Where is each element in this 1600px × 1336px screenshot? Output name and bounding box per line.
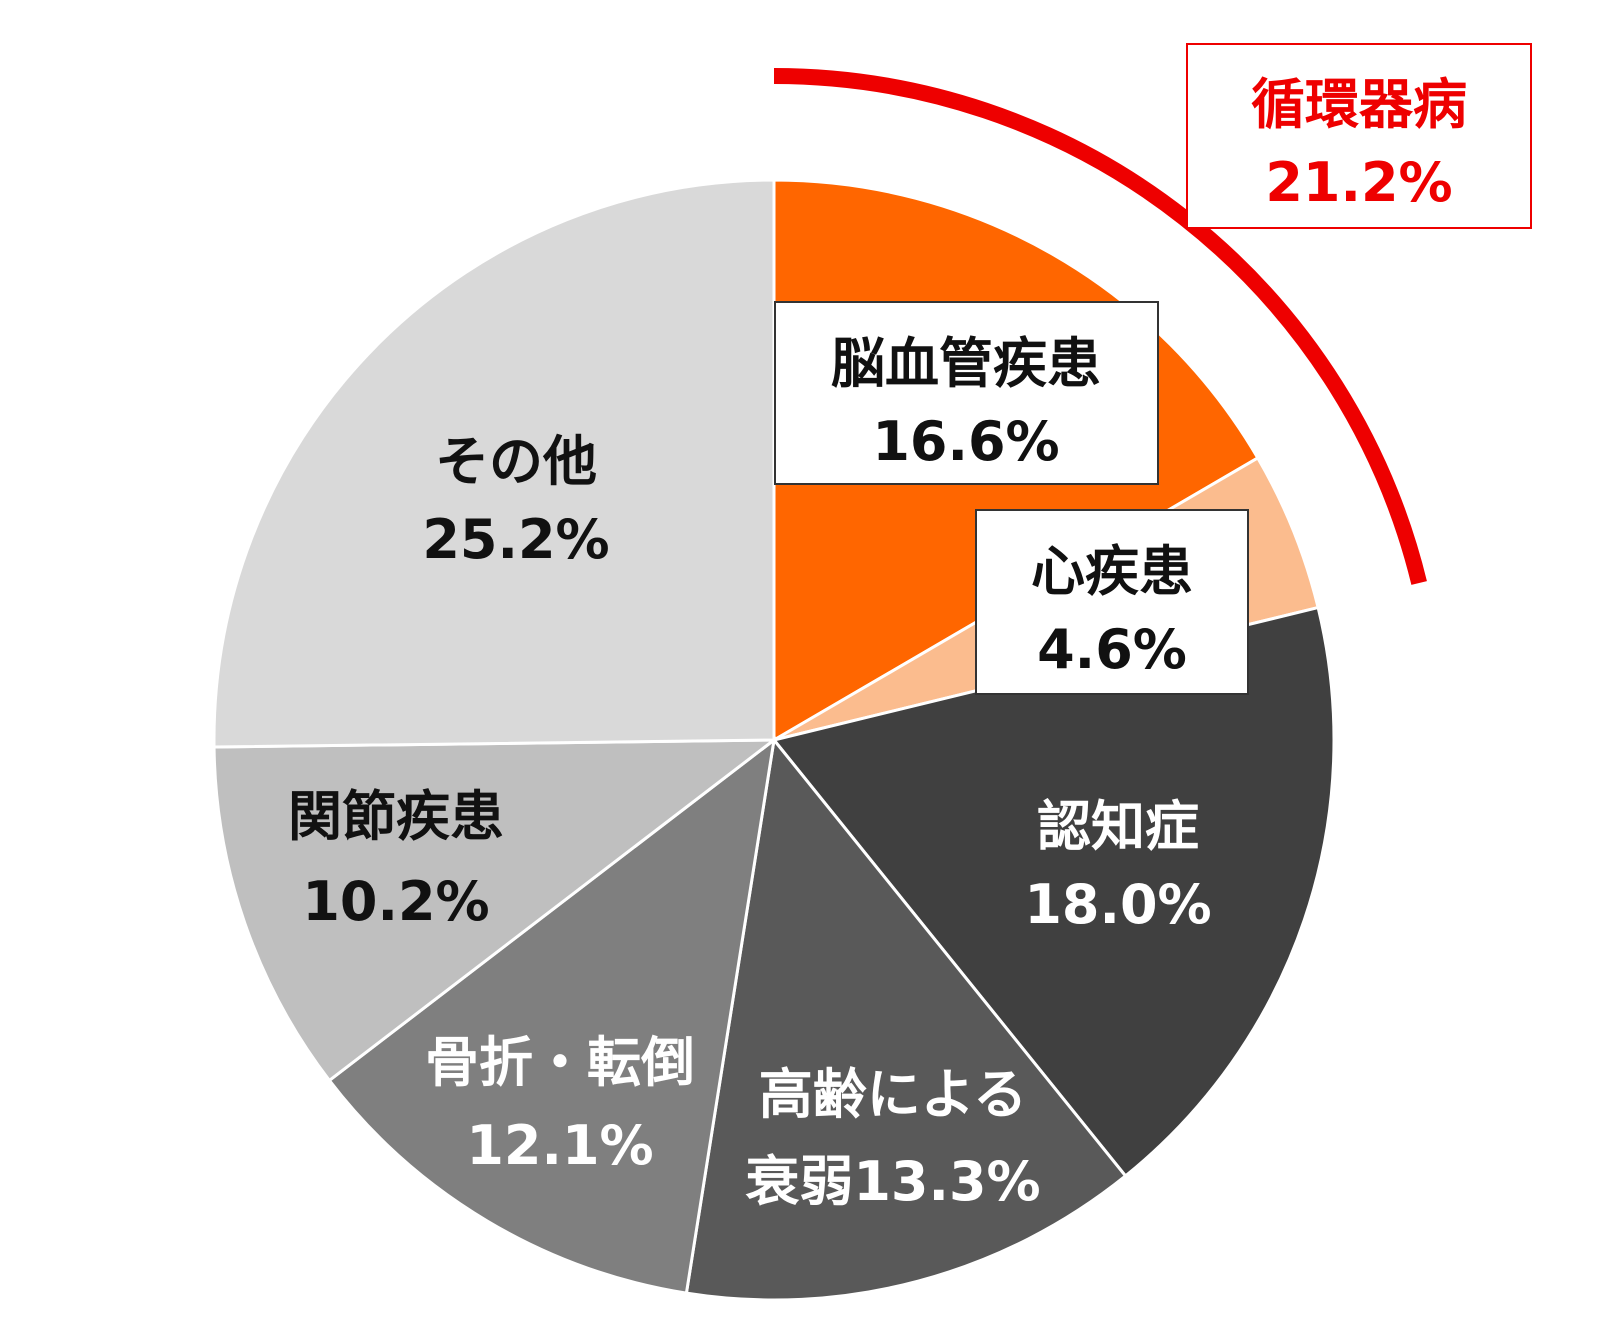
pie-slice-frailty (684, 736, 1128, 1302)
cerebrovascular-value: 16.6% (872, 410, 1059, 473)
heart-disease-name: 心疾患 (1031, 540, 1193, 603)
slice-label-dementia: 認知症 18.0% (1024, 795, 1211, 936)
frailty-name-line1: 高齢による (759, 1063, 1027, 1126)
cerebrovascular-name: 脳血管疾患 (831, 332, 1101, 395)
slice-label-other: その他 25.2% (422, 430, 609, 571)
other-name: その他 (435, 430, 597, 493)
slice-label-fracture: 骨折・転倒 12.1% (425, 1031, 695, 1177)
joint-disease-name: 関節疾患 (288, 785, 504, 848)
cerebrovascular-label-box (774, 301, 1159, 485)
pie-slice-joint-disease (212, 738, 779, 1083)
slice-label-heart-disease: 心疾患 4.6% (975, 509, 1249, 695)
circulatory-label-box (1186, 43, 1532, 229)
fracture-value: 12.1% (466, 1114, 653, 1177)
slice-label-frailty: 高齢による 衰弱13.3% (745, 1063, 1040, 1213)
pie-slices (212, 178, 1336, 1302)
slice-label-joint-disease: 関節疾患 10.2% (288, 785, 504, 933)
dementia-value: 18.0% (1024, 873, 1211, 936)
pie-slice-fracture (327, 736, 777, 1295)
dementia-name: 認知症 (1037, 795, 1199, 858)
circulatory-group-value: 21.2% (1265, 151, 1452, 214)
heart-disease-value: 4.6% (1037, 618, 1187, 681)
circulatory-group-name: 循環器病 (1251, 73, 1467, 136)
circulatory-group-label: 循環器病 21.2% (1186, 43, 1532, 229)
slice-label-cerebrovascular: 脳血管疾患 16.6% (774, 301, 1159, 485)
fracture-name: 骨折・転倒 (425, 1031, 695, 1094)
joint-disease-value: 10.2% (302, 870, 489, 933)
pie-slice-other (212, 178, 776, 749)
pie-slice-dementia (771, 605, 1336, 1179)
frailty-value: 13.3% (853, 1150, 1040, 1213)
frailty-name-line2: 衰弱13.3% (745, 1150, 1040, 1213)
circulatory-group-arc (773, 68, 1427, 585)
other-value: 25.2% (422, 508, 609, 571)
heart-disease-label-box (975, 509, 1249, 695)
